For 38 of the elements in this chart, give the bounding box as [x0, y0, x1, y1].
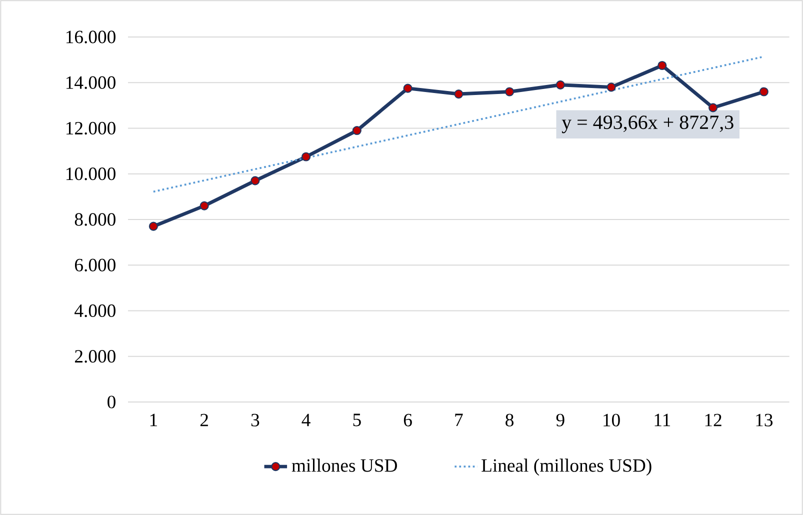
y-tick-label: 8.000: [74, 213, 116, 226]
x-tick-label: 6: [404, 414, 412, 426]
x-tick-label: 11: [654, 414, 670, 426]
point: [606, 82, 616, 92]
y-tick-label: 14.000: [66, 76, 116, 89]
x-tick-label: 4: [302, 414, 310, 426]
x-tick-label: 10: [604, 414, 620, 426]
x-tick-label: 9: [556, 414, 564, 426]
legend-label: Lineal (millones USD): [482, 458, 652, 476]
y-tick-label: 10.000: [66, 168, 116, 180]
x-tick-label: 13: [756, 414, 773, 426]
point: [556, 80, 565, 90]
y-tick-label: 16.000: [66, 30, 116, 44]
y-tick-label: 0: [108, 396, 116, 408]
x-tick-label: 2: [200, 414, 208, 426]
annotation: y = 493,66x + 8727,3: [562, 116, 734, 134]
x-tick-label: 3: [251, 414, 260, 426]
x-tick-label: 12: [705, 414, 722, 426]
point: [250, 176, 260, 186]
point: [454, 89, 464, 99]
point: [403, 84, 412, 93]
legend-label: millones USD: [292, 458, 397, 472]
point: [708, 103, 718, 112]
point: [658, 60, 667, 70]
y-tick-label: 4.000: [74, 304, 116, 318]
point: [200, 201, 209, 210]
y-tick-label: 6.000: [74, 258, 116, 272]
x-tick-label: 7: [455, 414, 463, 426]
point: [148, 222, 158, 231]
point: [505, 87, 514, 96]
x-tick-label: 5: [353, 414, 361, 426]
x-tick-label: 8: [506, 414, 514, 426]
y-tick-label: 2.000: [74, 350, 116, 363]
x-tick-label: 1: [150, 414, 157, 426]
point: [352, 126, 362, 136]
y-tick-label: 12.000: [66, 122, 116, 135]
point: [302, 152, 311, 162]
point: [759, 87, 768, 96]
